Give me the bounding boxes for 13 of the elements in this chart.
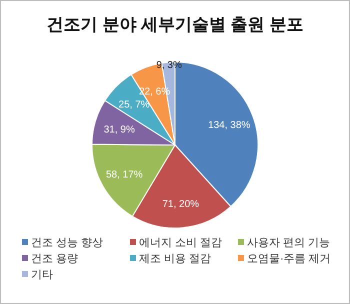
legend-label: 기타 — [31, 269, 53, 281]
legend-label: 오염물·주름 제거 — [247, 253, 331, 265]
data-label: 31, 9% — [104, 124, 135, 136]
legend-label: 건조 성능 향상 — [31, 237, 104, 249]
data-label: 25, 7% — [118, 100, 150, 111]
data-label: 58, 17% — [106, 169, 143, 180]
data-label: 134, 38% — [208, 120, 250, 132]
legend-label: 제조 비용 절감 — [139, 253, 212, 265]
data-label: 71, 20% — [162, 198, 200, 210]
legend-label: 에너지 소비 절감 — [139, 237, 222, 249]
chart-title: 건조기 분야 세부기술별 출원 분포 — [46, 15, 304, 34]
legend-label: 건조 용량 — [31, 253, 78, 265]
legend-label: 사용자 편의 기능 — [247, 237, 330, 249]
